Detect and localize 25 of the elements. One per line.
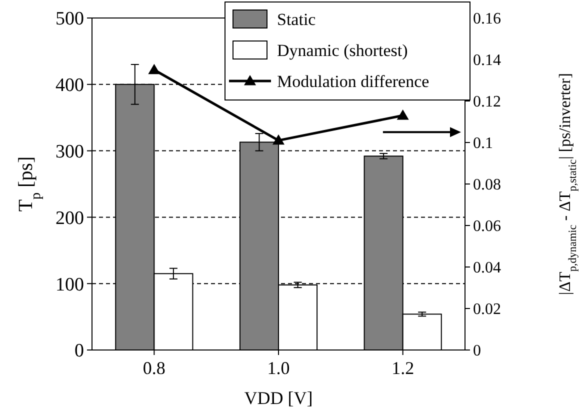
y2-tick-label: 0.02 [473,301,501,318]
y-tick-label: 0 [74,340,84,362]
x-tick-label: 0.8 [142,358,166,378]
legend-label: Static [277,10,316,29]
point [272,134,284,145]
y-tick-label: 400 [56,75,84,96]
point [148,64,160,74]
y2-tick-label: 0 [473,342,481,360]
y2-tick-label: 0.06 [473,218,501,236]
x-tick-label: 1.2 [392,358,414,378]
y-tick-label: 300 [56,141,84,162]
y-tick-label: 100 [56,274,84,296]
legend-label: Dynamic (shortest) [277,40,408,60]
y2-tick-label: 0.16 [473,10,501,28]
x-axis-title: VDD [V] [244,388,313,408]
y-tick-label: 500 [56,8,84,30]
y2-tick-label: 0.12 [473,94,501,111]
y2-tick-label: 0.1 [473,135,493,152]
y-tick-label: 200 [56,208,84,229]
legend-label: Modulation difference [277,72,430,91]
point [396,110,409,120]
y2-tick-label: 0.08 [473,176,501,194]
y2-tick-label: 0.14 [473,52,501,70]
y2-tick-label: 0.04 [473,260,501,277]
x-tick-label: 1.0 [267,358,290,378]
